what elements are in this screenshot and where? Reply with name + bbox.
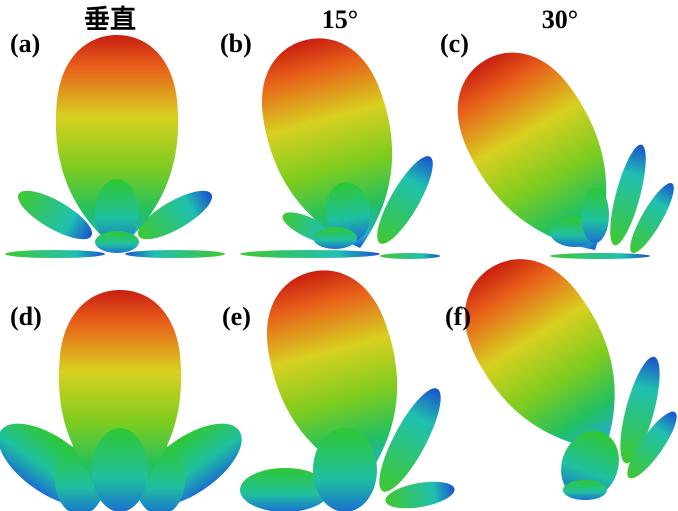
panel-label: (d) — [10, 302, 42, 331]
figure: 垂直 15° 30° — [0, 0, 678, 511]
header-labels: 垂直 15° 30° — [84, 5, 578, 34]
panel-label: (a) — [10, 29, 40, 58]
pattern-c — [432, 30, 678, 281]
pattern-f — [439, 235, 678, 507]
panel-label: (e) — [222, 302, 251, 331]
pattern-a — [5, 35, 225, 258]
column-header: 垂直 — [84, 5, 136, 34]
panel-label: (b) — [220, 29, 252, 58]
column-header: 30° — [542, 5, 578, 34]
pattern-e — [240, 257, 457, 511]
column-header: 15° — [322, 5, 358, 34]
panel-label: (f) — [445, 302, 471, 331]
pattern-b — [240, 25, 442, 264]
panel-label: (c) — [440, 29, 469, 58]
